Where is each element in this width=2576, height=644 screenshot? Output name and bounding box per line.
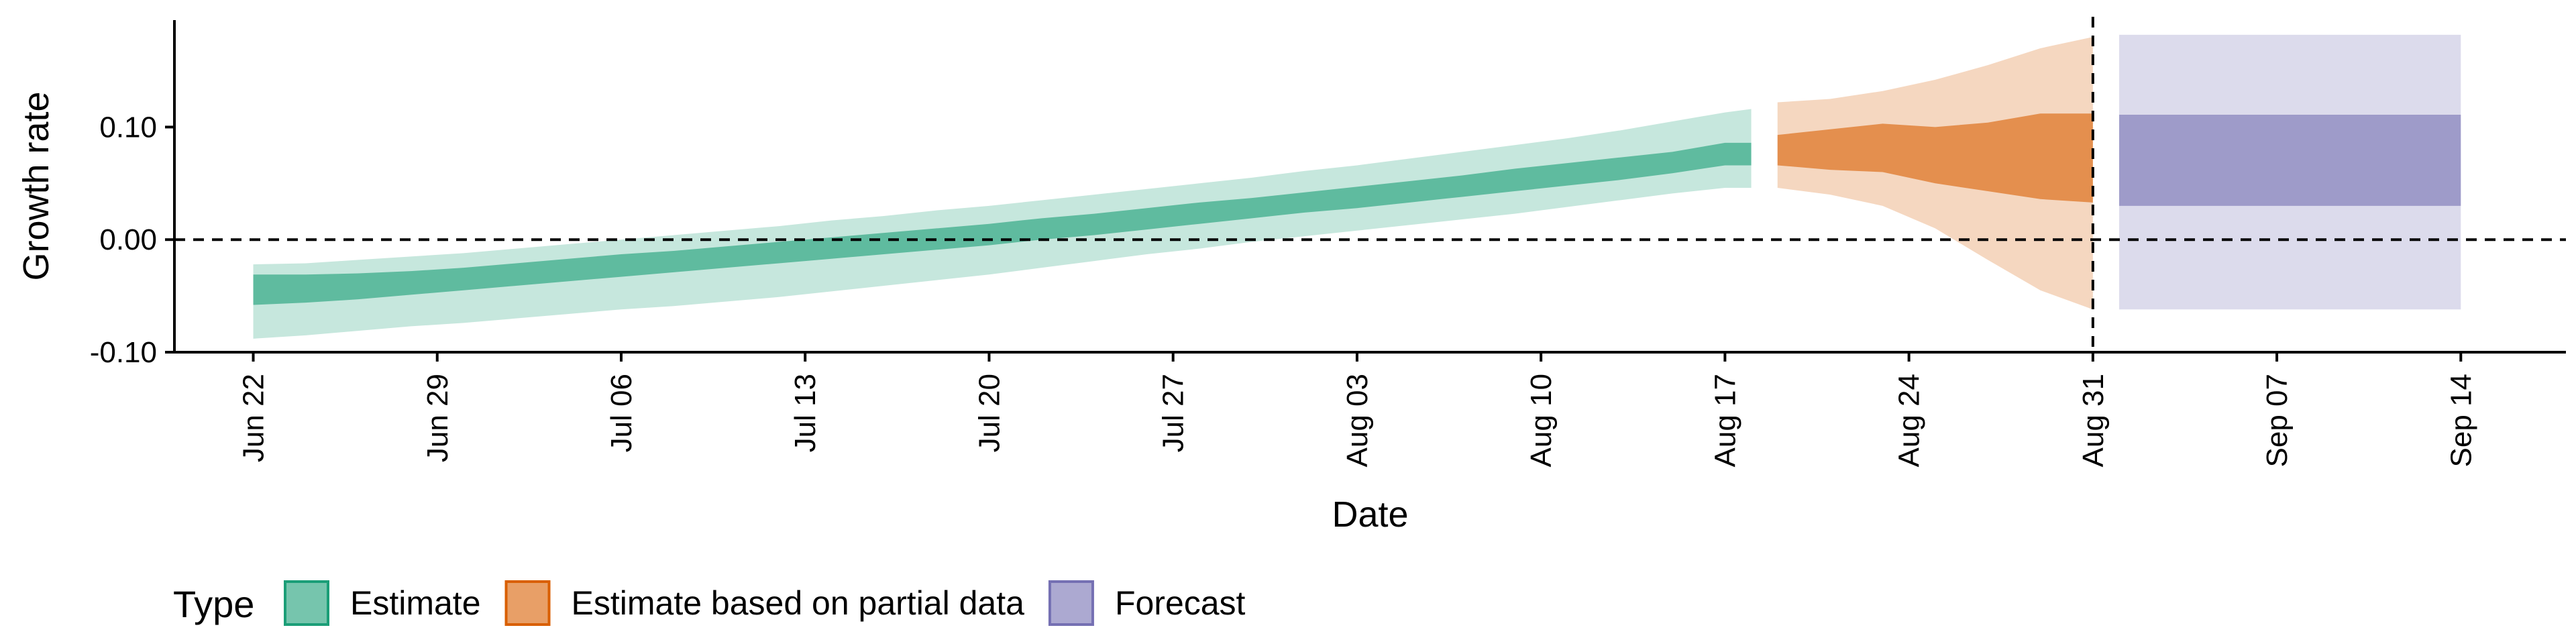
reference-lines [174, 17, 2566, 352]
legend-swatch-estimate [284, 580, 329, 626]
x-tick-label: Jul 13 [789, 374, 822, 452]
x-tick-label: Aug 24 [1893, 374, 1926, 467]
legend-label-estimate: Estimate [350, 584, 481, 622]
y-tick-label: -0.10 [90, 336, 157, 369]
legend-title: Type [173, 583, 254, 625]
x-tick-label: Sep 07 [2261, 374, 2294, 467]
y-tick-label: 0.10 [99, 111, 157, 144]
forecast-band-50 [2119, 114, 2461, 206]
x-tick-label: Sep 14 [2445, 374, 2477, 467]
estimate-band-50 [253, 142, 1752, 305]
x-tick-label: Jul 20 [973, 374, 1006, 452]
estimate-based-on-partial-data-band-50 [1777, 113, 2093, 203]
x-tick-label: Jun 29 [421, 374, 454, 462]
x-axis-ticks: Jun 22 Jun 29 Jul 06 Jul 13 Jul 20 Jul 27 Aug … [237, 352, 2477, 467]
x-tick-label: Aug 03 [1341, 374, 1374, 467]
y-tick-label: 0.00 [99, 223, 157, 256]
legend-swatch-forecast [1048, 580, 1094, 626]
x-tick-label: Aug 10 [1525, 374, 1558, 467]
legend-label-forecast: Forecast [1115, 584, 1246, 622]
legend: Type Estimate Estimate based on partial d… [173, 580, 1246, 626]
legend-swatch-estimate-based-on-partial-data [504, 580, 551, 626]
y-axis-title: Growth rate [16, 91, 56, 280]
y-axis-ticks: -0.10 0.00 0.10 [90, 111, 174, 369]
x-tick-label: Aug 31 [2077, 374, 2110, 467]
x-tick-label: Jun 22 [237, 374, 270, 462]
x-tick-label: Jul 06 [605, 374, 638, 452]
uncertainty-bands [253, 34, 2461, 339]
legend-label-estimate-based-on-partial-data: Estimate based on partial data [572, 584, 1025, 622]
x-tick-label: Aug 17 [1709, 374, 1741, 467]
axes [173, 20, 2566, 354]
x-axis-title: Date [1332, 494, 1408, 535]
x-tick-label: Jul 27 [1157, 374, 1190, 452]
